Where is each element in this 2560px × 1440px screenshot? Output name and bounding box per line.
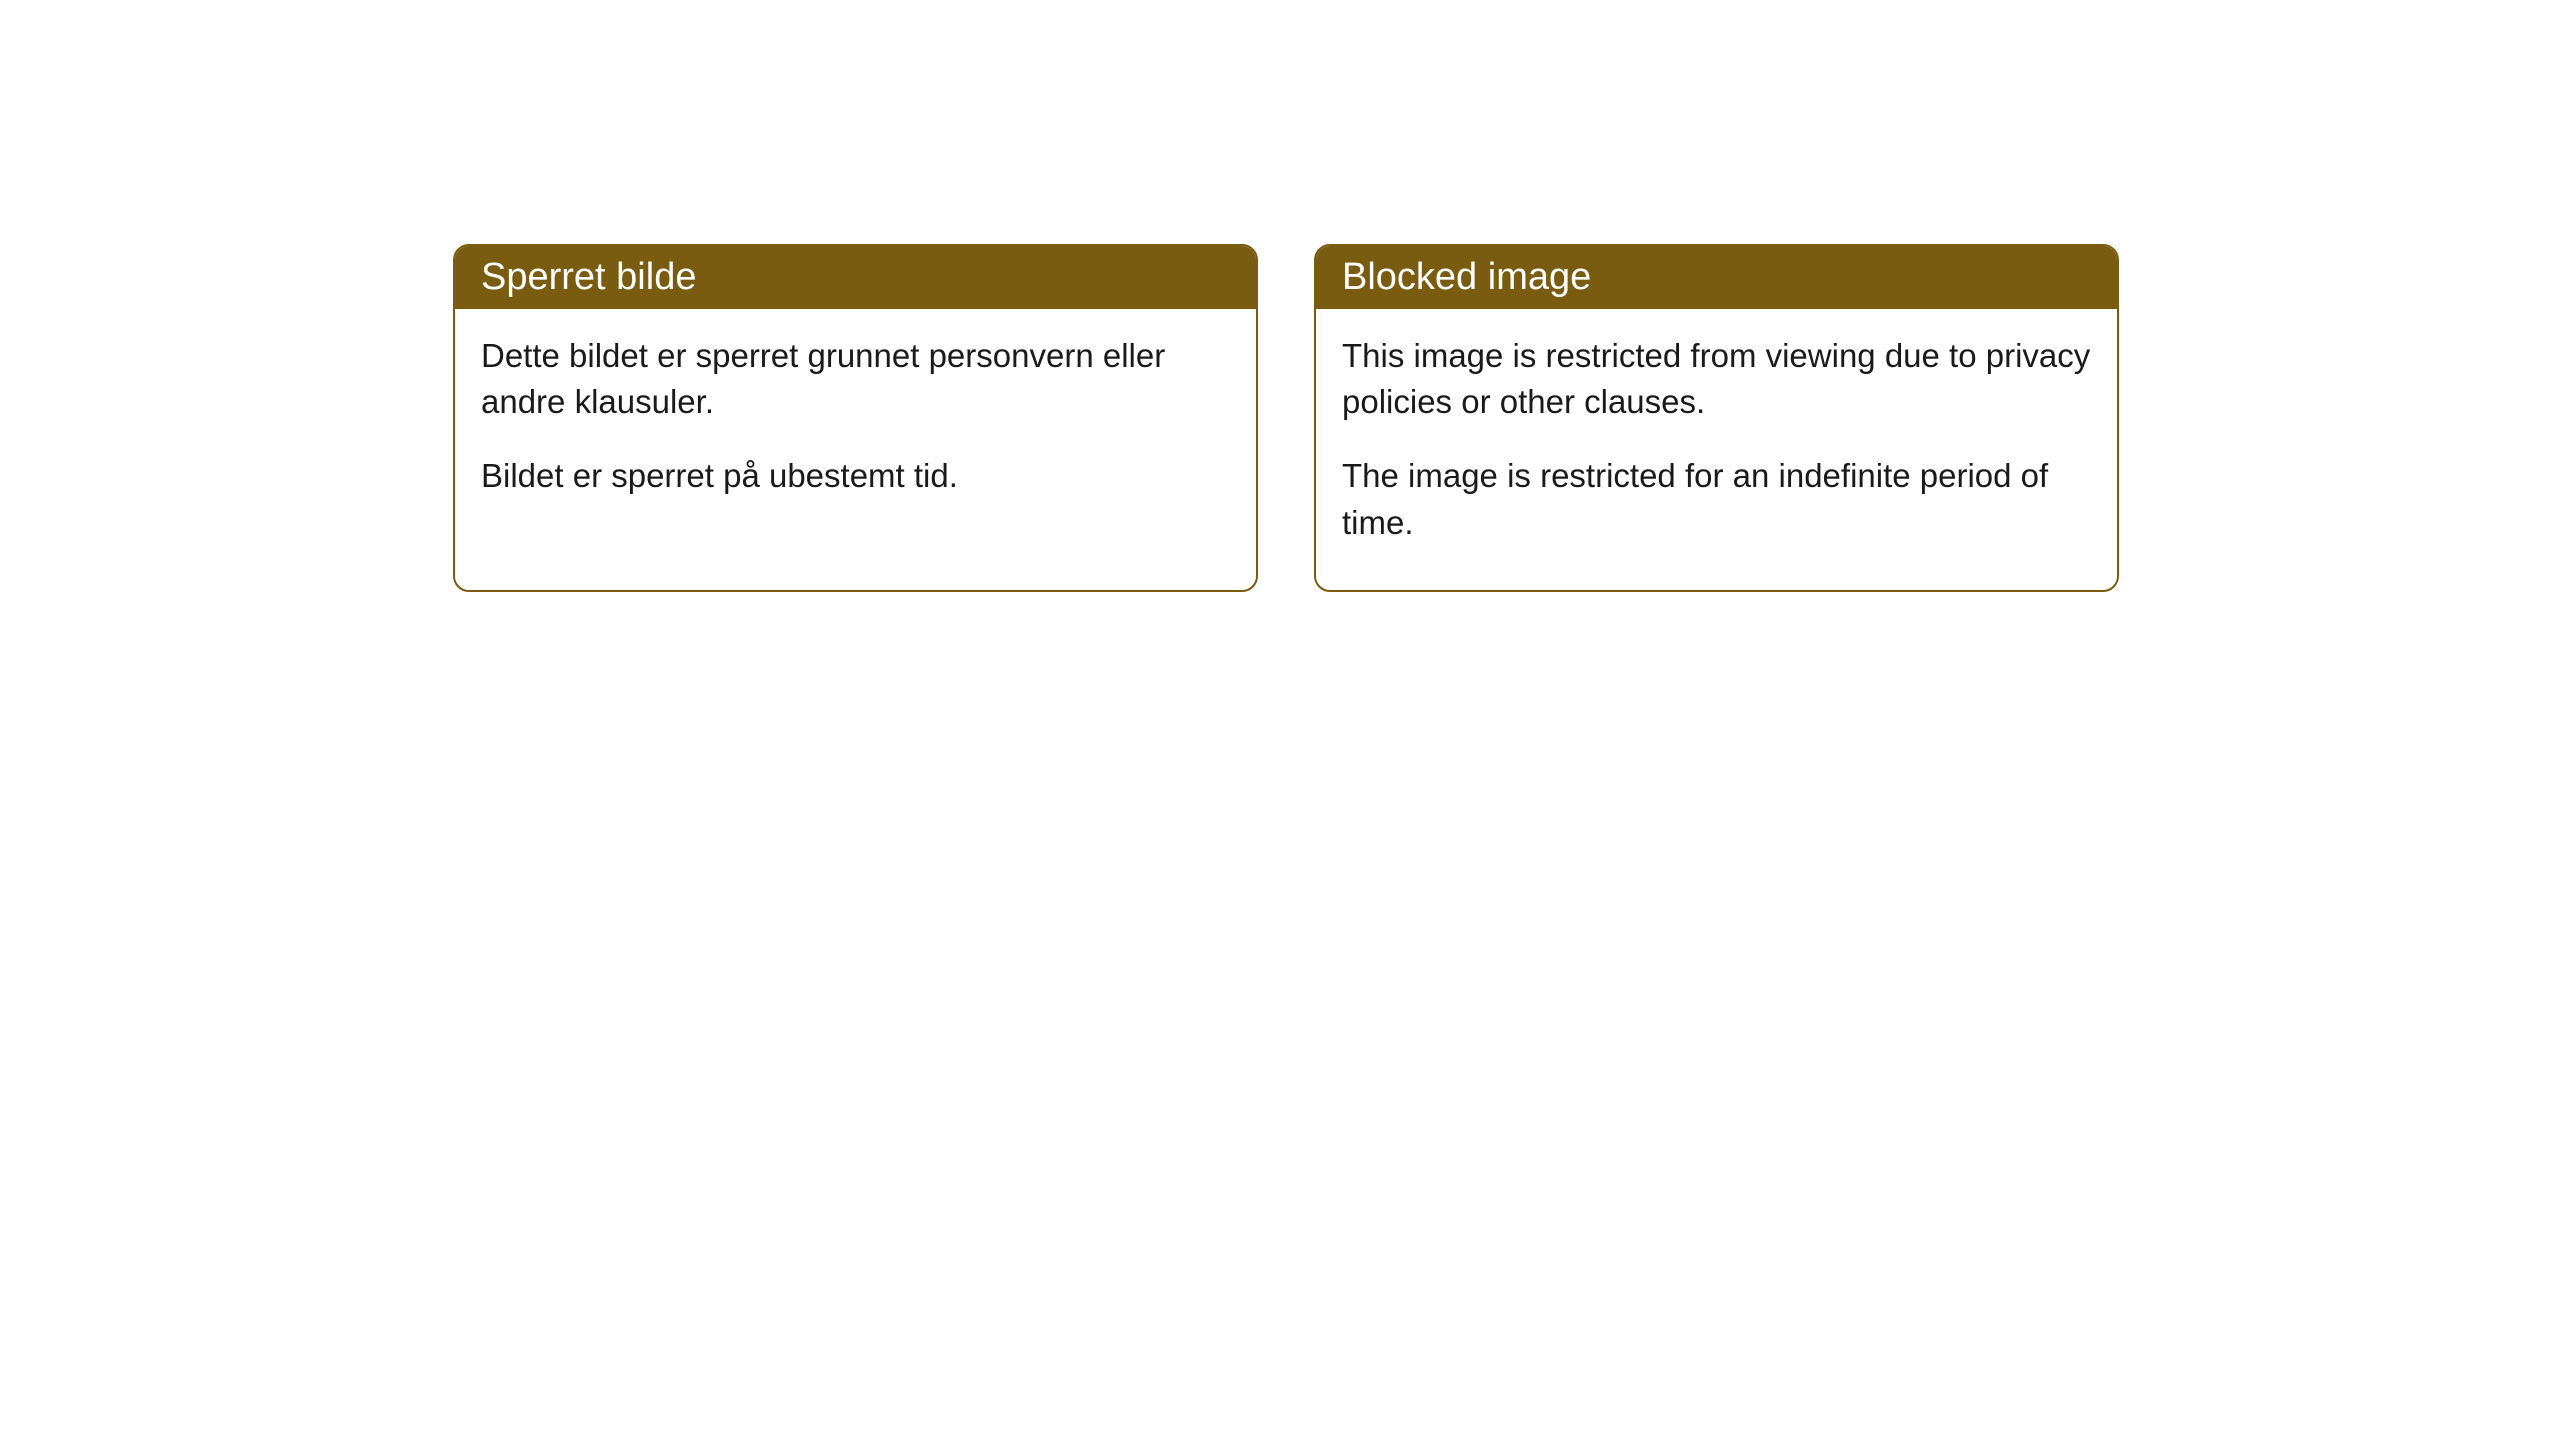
card-paragraph: The image is restricted for an indefinit… bbox=[1342, 453, 2091, 545]
card-title: Blocked image bbox=[1342, 256, 1591, 298]
card-paragraph: Dette bildet er sperret grunnet personve… bbox=[481, 333, 1230, 425]
card-body: This image is restricted from viewing du… bbox=[1316, 309, 2117, 590]
card-paragraph: This image is restricted from viewing du… bbox=[1342, 333, 2091, 425]
blocked-image-card-norwegian: Sperret bilde Dette bildet er sperret gr… bbox=[453, 244, 1258, 592]
notice-cards-container: Sperret bilde Dette bildet er sperret gr… bbox=[453, 244, 2119, 592]
blocked-image-card-english: Blocked image This image is restricted f… bbox=[1314, 244, 2119, 592]
card-header: Sperret bilde bbox=[455, 246, 1256, 309]
card-header: Blocked image bbox=[1316, 246, 2117, 309]
card-paragraph: Bildet er sperret på ubestemt tid. bbox=[481, 453, 1230, 499]
card-title: Sperret bilde bbox=[481, 256, 696, 298]
card-body: Dette bildet er sperret grunnet personve… bbox=[455, 309, 1256, 544]
